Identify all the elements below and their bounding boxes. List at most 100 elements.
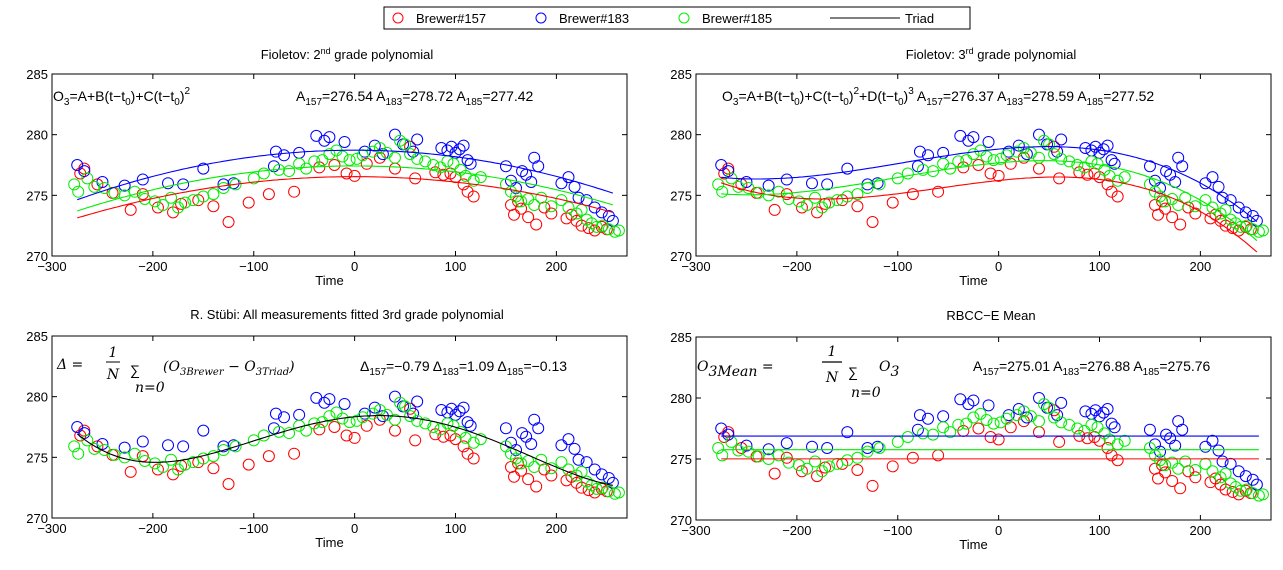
point-r-0-14 — [288, 185, 301, 198]
point-g-2-65 — [596, 481, 609, 494]
point-g-2-58 — [555, 456, 568, 469]
point-b-0-47 — [595, 206, 608, 219]
point-g-0-27 — [323, 148, 336, 161]
point-g-1-44 — [1085, 155, 1098, 168]
point-g-1-68 — [1256, 224, 1269, 237]
legend-marker-brewer183 — [535, 12, 547, 24]
panel-2-delta: Δ = — [56, 357, 83, 373]
point-b-3-5 — [806, 440, 819, 453]
point-g-1-31 — [994, 152, 1007, 165]
point-g-3-36 — [1032, 415, 1045, 428]
point-b-1-17 — [982, 135, 995, 148]
point-b-0-41 — [555, 177, 568, 190]
point-g-1-24 — [944, 162, 957, 175]
point-b-3-1 — [722, 428, 735, 441]
point-g-3-59 — [1206, 465, 1219, 478]
point-r-0-35 — [522, 211, 535, 224]
point-g-1-9 — [792, 195, 805, 208]
fit-line-g-1 — [721, 160, 1258, 242]
point-b-2-14 — [310, 391, 323, 404]
point-b-1-8 — [861, 178, 874, 191]
point-r-0-10 — [207, 200, 220, 213]
panel-2-fraction-den: N — [106, 367, 120, 383]
point-b-3-29 — [1097, 406, 1110, 419]
point-r-0-16 — [328, 159, 341, 171]
x-axis-label-2: Time — [315, 535, 343, 550]
point-r-0-12 — [242, 196, 255, 209]
point-g-0-64 — [590, 220, 603, 233]
x-tick-label-1-100: 100 — [1089, 259, 1111, 274]
point-g-1-1 — [716, 185, 729, 198]
point-g-0-13 — [179, 196, 192, 209]
point-r-3-25 — [1081, 432, 1094, 445]
point-b-3-38 — [1169, 439, 1182, 452]
point-b-2-3 — [118, 441, 131, 454]
point-b-1-49 — [1250, 214, 1263, 227]
point-r-1-25 — [1081, 168, 1094, 181]
point-b-3-47 — [1239, 470, 1252, 483]
point-b-1-6 — [821, 178, 834, 191]
point-g-1-65 — [1240, 219, 1253, 232]
point-r-0-4 — [124, 203, 137, 216]
point-g-2-29 — [336, 412, 349, 425]
point-b-2-7 — [197, 424, 210, 437]
point-g-0-42 — [427, 159, 440, 171]
point-g-3-31 — [994, 416, 1007, 429]
point-b-1-14 — [954, 129, 967, 142]
panel-2-formula: Δ = 1 N ∑ n=0 (O3Brewer − O3Triad) Δ157=… — [56, 345, 567, 396]
point-b-1-24 — [1055, 133, 1068, 146]
plots: −300 −200 −100 0 100 200270275280285Time−300−… — [26, 67, 1272, 552]
point-r-0-32 — [508, 208, 521, 221]
point-g-3-64 — [1234, 484, 1247, 497]
panel-2-marks — [68, 390, 625, 500]
point-g-2-2 — [81, 434, 94, 447]
point-g-1-66 — [1246, 223, 1259, 236]
panel-3-title: RBCC−E Mean — [946, 308, 1035, 323]
y-tick-label-0-275: 275 — [26, 188, 48, 203]
point-g-3-40 — [1055, 416, 1068, 429]
point-r-2-4 — [124, 465, 137, 478]
x-tick-label-2-200: 200 — [546, 521, 568, 536]
point-g-3-29 — [980, 413, 993, 426]
panel-3-formula: O3Mean = 1 N ∑ n=0 O3 A157=275.01 A183=2… — [697, 344, 1211, 401]
point-g-0-24 — [300, 162, 313, 175]
point-b-3-17 — [982, 399, 995, 412]
point-r-1-36 — [1174, 218, 1187, 231]
point-g-1-58 — [1199, 194, 1212, 207]
x-tick-label-0--200: −200 — [138, 259, 167, 274]
point-g-0-4 — [98, 182, 111, 195]
point-b-1-40 — [1176, 160, 1189, 173]
point-g-0-32 — [356, 149, 369, 162]
point-r-2-25 — [437, 430, 450, 443]
point-r-2-10 — [207, 462, 220, 475]
point-g-0-48 — [467, 174, 480, 187]
x-tick-label-2--200: −200 — [138, 521, 167, 536]
x-tick-label-2-0: 0 — [351, 521, 358, 536]
point-r-0-19 — [360, 157, 373, 170]
point-b-3-0 — [715, 422, 728, 435]
point-r-3-16 — [972, 422, 985, 435]
point-g-3-4 — [742, 445, 755, 458]
point-g-2-38 — [399, 400, 412, 413]
x-tick-label-2-100: 100 — [445, 521, 467, 536]
fit-line-b-1 — [721, 146, 1258, 223]
point-g-2-3 — [88, 442, 101, 455]
point-b-2-17 — [338, 397, 351, 410]
panel-0-stats: A157=276.54 A183=278.72 A185=277.42 — [296, 88, 534, 108]
point-g-1-49 — [1118, 171, 1131, 184]
point-b-0-16 — [323, 131, 336, 144]
point-r-0-29 — [461, 185, 474, 198]
y-tick-label-1-285: 285 — [670, 67, 692, 82]
point-b-1-43 — [1212, 180, 1225, 193]
point-r-1-21 — [1032, 162, 1045, 175]
point-g-1-33 — [1010, 145, 1023, 158]
panel-2-title: R. Stübi: All measurements fitted 3rd gr… — [190, 307, 504, 322]
x-tick-label-3--200: −200 — [782, 523, 811, 538]
x-axis-label-3: Time — [959, 537, 987, 552]
point-g-1-61 — [1219, 203, 1232, 216]
point-b-0-25 — [435, 142, 448, 155]
point-g-3-49 — [1118, 434, 1131, 447]
point-b-1-5 — [806, 177, 819, 190]
point-b-1-7 — [841, 162, 854, 175]
point-r-1-29 — [1105, 185, 1118, 198]
